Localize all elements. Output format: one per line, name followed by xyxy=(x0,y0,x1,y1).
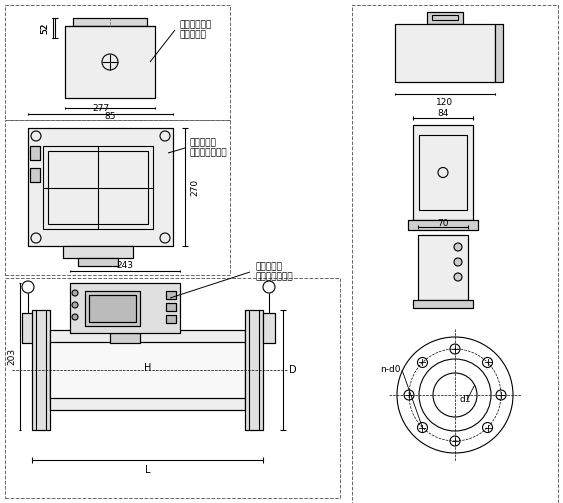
Bar xyxy=(50,330,245,410)
Bar xyxy=(166,291,176,299)
Text: 120: 120 xyxy=(436,98,454,107)
Text: 243: 243 xyxy=(117,261,133,270)
Bar xyxy=(85,291,140,326)
Bar xyxy=(166,291,176,299)
Text: 84: 84 xyxy=(437,109,449,118)
Bar xyxy=(245,310,263,430)
Bar xyxy=(73,18,147,26)
Bar xyxy=(495,24,503,82)
Bar xyxy=(245,310,263,430)
Text: 70: 70 xyxy=(437,218,449,227)
Bar xyxy=(413,300,473,308)
Bar xyxy=(413,125,473,220)
Text: 203: 203 xyxy=(7,348,16,365)
Bar xyxy=(30,168,40,182)
Bar xyxy=(32,310,50,430)
Bar xyxy=(166,303,176,311)
Bar xyxy=(48,151,148,224)
Bar xyxy=(166,315,176,323)
Text: 防爆一体型
安装隔爆转换器: 防爆一体型 安装隔爆转换器 xyxy=(190,138,227,158)
Bar xyxy=(408,220,478,230)
Bar xyxy=(5,120,230,275)
Bar xyxy=(89,295,136,322)
Bar xyxy=(263,313,275,343)
Bar xyxy=(63,246,133,258)
Bar xyxy=(427,12,463,24)
Bar xyxy=(418,235,468,300)
Circle shape xyxy=(72,290,78,296)
Text: 270: 270 xyxy=(190,179,199,196)
Bar xyxy=(30,146,40,160)
Bar xyxy=(43,146,153,229)
Bar xyxy=(30,146,40,160)
Circle shape xyxy=(454,258,462,266)
Bar xyxy=(85,291,140,326)
Bar xyxy=(73,18,147,26)
Bar xyxy=(110,333,140,343)
Bar xyxy=(5,278,340,498)
Text: H: H xyxy=(144,363,151,373)
Bar xyxy=(432,15,458,20)
Bar xyxy=(5,5,230,120)
Bar xyxy=(50,342,245,398)
Text: d1: d1 xyxy=(460,395,471,404)
Bar xyxy=(22,313,34,343)
Bar xyxy=(30,168,40,182)
Text: 52: 52 xyxy=(41,22,50,34)
Bar xyxy=(166,315,176,323)
Bar xyxy=(166,303,176,311)
Bar xyxy=(427,12,463,24)
Bar xyxy=(78,258,118,266)
Bar xyxy=(419,135,467,210)
Bar xyxy=(32,310,50,430)
Bar xyxy=(110,333,140,343)
Circle shape xyxy=(72,302,78,308)
Bar xyxy=(495,24,503,82)
Bar xyxy=(50,330,245,410)
Bar xyxy=(22,313,34,343)
Bar xyxy=(413,300,473,308)
Text: 52: 52 xyxy=(41,22,50,34)
Bar xyxy=(395,24,495,82)
Bar xyxy=(65,26,155,98)
Bar xyxy=(65,26,155,98)
Bar xyxy=(413,125,473,220)
Text: 85: 85 xyxy=(104,112,116,121)
Circle shape xyxy=(72,314,78,320)
Circle shape xyxy=(454,243,462,251)
Bar xyxy=(418,235,468,300)
Bar xyxy=(28,128,173,246)
Circle shape xyxy=(454,273,462,281)
Text: 分离型传感器
安装接线盒: 分离型传感器 安装接线盒 xyxy=(180,20,212,40)
Bar xyxy=(395,24,495,82)
Bar xyxy=(263,313,275,343)
Text: n-d0: n-d0 xyxy=(380,366,400,375)
Bar xyxy=(50,342,245,398)
Bar xyxy=(70,283,180,333)
Bar xyxy=(70,283,180,333)
Bar xyxy=(28,128,173,246)
Bar xyxy=(63,246,133,258)
Bar xyxy=(408,220,478,230)
Text: 277: 277 xyxy=(92,104,109,113)
Bar xyxy=(89,295,136,322)
Bar xyxy=(352,5,558,503)
Text: L: L xyxy=(145,465,150,475)
Text: D: D xyxy=(289,365,297,375)
Bar xyxy=(78,258,118,266)
Text: 常规一体型
安装普通转换器: 常规一体型 安装普通转换器 xyxy=(255,262,293,282)
